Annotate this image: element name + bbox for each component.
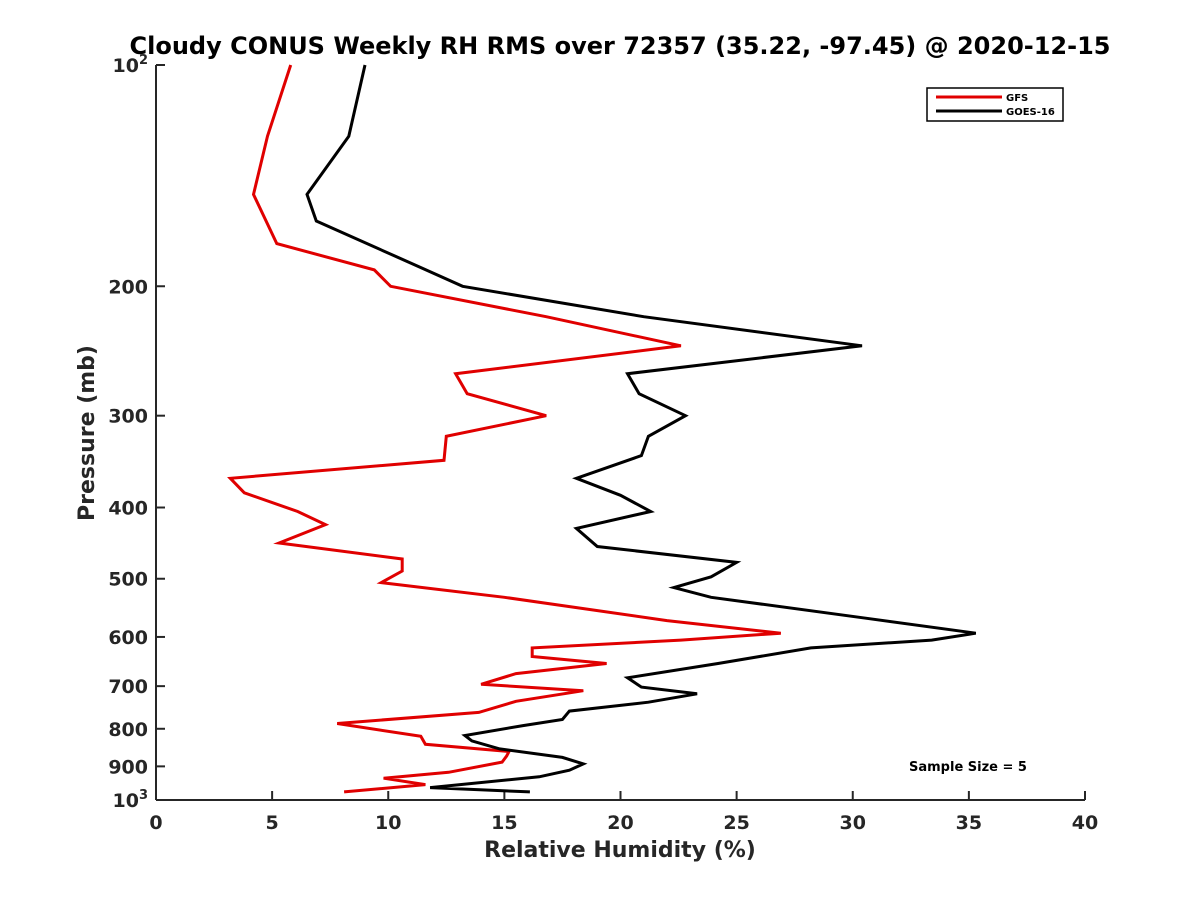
axes: 0 5 10 15 20 25 30 35 40 102 200 300 400 500 600 700 800… [108, 53, 1098, 834]
x-tick-label: 25 [723, 812, 749, 834]
legend-label-goes-16: GOES-16 [1006, 107, 1055, 118]
x-tick-label: 5 [266, 812, 279, 834]
y-tick-label: 102 [113, 53, 149, 77]
x-tick-label: 0 [149, 812, 162, 834]
y-tick-label: 200 [108, 276, 148, 298]
x-axis-label: Relative Humidity (%) [484, 838, 756, 863]
y-tick-label: 103 [113, 788, 149, 812]
x-tick-label: 30 [840, 812, 866, 834]
series-line-gfs [227, 64, 781, 794]
x-tick-label: 20 [607, 812, 633, 834]
x-tick-label: 35 [956, 812, 982, 834]
sample-size-annotation: Sample Size = 5 [909, 760, 1027, 775]
legend-label-gfs: GFS [1006, 93, 1028, 104]
y-tick-label: 600 [108, 627, 148, 649]
chart-title: Cloudy CONUS Weekly RH RMS over 72357 (3… [130, 32, 1111, 60]
x-tick-label: 10 [375, 812, 401, 834]
y-tick-label: 400 [108, 498, 148, 520]
x-tick-label: 40 [1072, 812, 1098, 834]
series-layer [227, 64, 977, 794]
y-tick-label: 700 [108, 676, 148, 698]
legend-box [926, 87, 1064, 122]
series-line-goes-16 [305, 64, 977, 794]
y-axis-label: Pressure (mb) [75, 345, 100, 521]
x-tick-label: 15 [491, 812, 517, 834]
legend: GFS GOES-16 [926, 87, 1064, 122]
y-tick-label: 300 [108, 406, 148, 428]
y-tick-label: 900 [108, 756, 148, 778]
y-tick-label: 500 [108, 569, 148, 591]
y-tick-label: 800 [108, 719, 148, 741]
